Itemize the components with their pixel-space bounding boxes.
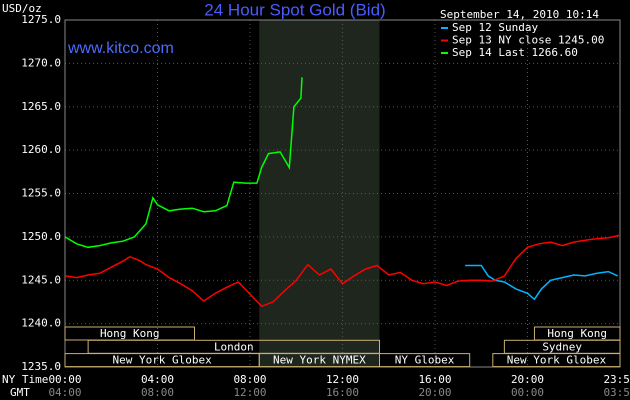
session-label: New York Globex bbox=[112, 354, 212, 367]
y-axis-label: USD/oz bbox=[2, 2, 42, 15]
site-label: www.kitco.com bbox=[67, 40, 174, 57]
y-tick-label: 1250.0 bbox=[21, 230, 61, 243]
chart-title: 24 Hour Spot Gold (Bid) bbox=[204, 0, 385, 19]
series-line bbox=[64, 234, 621, 308]
x-row-label: GMT bbox=[10, 386, 30, 399]
session-label: NY Globex bbox=[395, 354, 455, 367]
legend-label: Sep 13 NY close 1245.00 bbox=[452, 34, 604, 47]
gmt-tick-label: 03:59 bbox=[603, 386, 630, 399]
session-label: London bbox=[214, 340, 254, 353]
x-tick-label: 08:00 bbox=[233, 373, 266, 386]
session-label: Hong Kong bbox=[100, 327, 160, 340]
y-tick-label: 1235.0 bbox=[21, 360, 61, 373]
x-tick-label: 16:00 bbox=[418, 373, 451, 386]
gmt-tick-label: 00:00 bbox=[511, 386, 544, 399]
gmt-tick-label: 16:00 bbox=[326, 386, 359, 399]
session-box bbox=[492, 353, 621, 368]
series-line bbox=[64, 77, 303, 249]
y-tick-label: 1240.0 bbox=[21, 317, 61, 330]
x-tick-label: 04:00 bbox=[141, 373, 174, 386]
session-shade bbox=[259, 20, 380, 367]
legend-label: Sep 12 Sunday bbox=[452, 21, 538, 34]
legend-label: Sep 14 Last 1266.60 bbox=[452, 46, 578, 59]
y-tick-label: 1275.0 bbox=[21, 13, 61, 26]
series-line bbox=[465, 264, 619, 301]
session-label: Hong Kong bbox=[547, 327, 607, 340]
session-label: New York NYMEX bbox=[273, 354, 366, 367]
y-tick-label: 1260.0 bbox=[21, 143, 61, 156]
session-box bbox=[379, 353, 471, 368]
x-tick-label: 23:59 bbox=[603, 373, 630, 386]
y-tick-label: 1245.0 bbox=[21, 273, 61, 286]
x-tick-label: 00:00 bbox=[48, 373, 81, 386]
gmt-tick-label: 12:00 bbox=[233, 386, 266, 399]
y-tick-label: 1270.0 bbox=[21, 56, 61, 69]
x-row-label: NY Time bbox=[2, 373, 48, 386]
session-label: New York Globex bbox=[507, 354, 607, 367]
gmt-tick-label: 20:00 bbox=[418, 386, 451, 399]
gmt-tick-label: 08:00 bbox=[141, 386, 174, 399]
y-tick-label: 1265.0 bbox=[21, 100, 61, 113]
timestamp: September 14, 2010 10:14 bbox=[440, 8, 599, 21]
session-label: Sydney bbox=[542, 340, 582, 353]
x-tick-label: 12:00 bbox=[326, 373, 359, 386]
gmt-tick-label: 04:00 bbox=[48, 386, 81, 399]
y-tick-label: 1255.0 bbox=[21, 187, 61, 200]
x-tick-label: 20:00 bbox=[511, 373, 544, 386]
